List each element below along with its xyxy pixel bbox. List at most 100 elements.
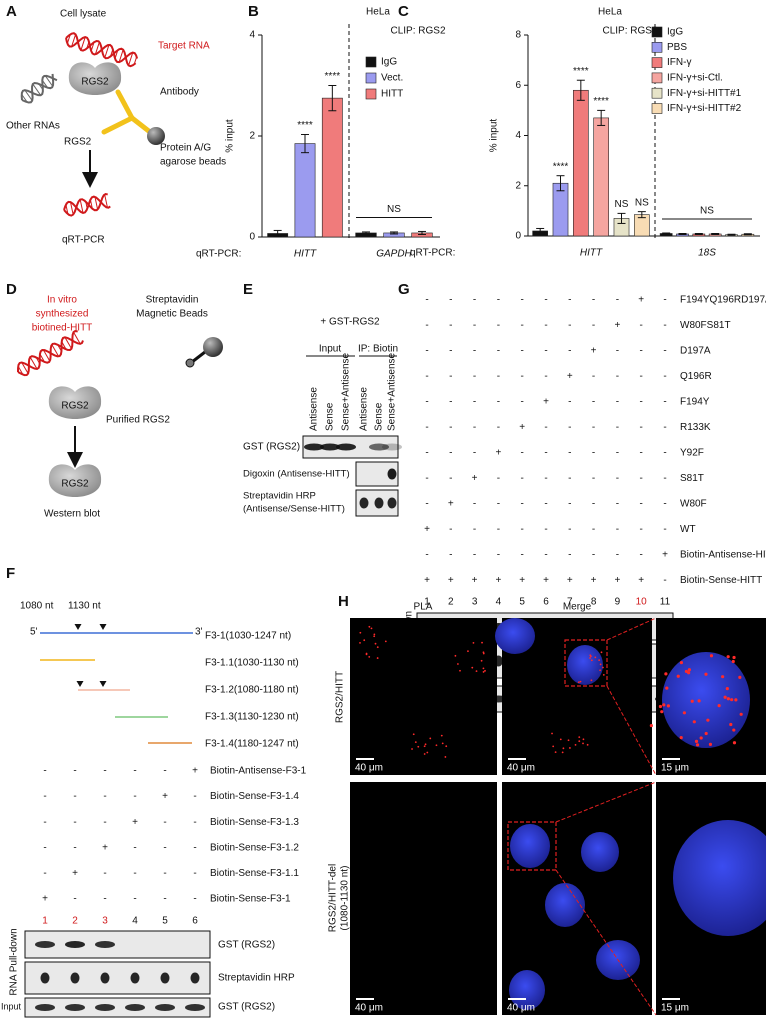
lane-mark: - <box>103 791 106 802</box>
lane-mark: - <box>133 791 136 802</box>
pla-signal <box>365 653 368 656</box>
y-tick-label: 0 <box>515 231 521 242</box>
lane-mark: - <box>73 894 76 905</box>
pla-signal <box>363 639 366 642</box>
micrograph <box>350 618 497 775</box>
x-tick-label: 18S <box>698 248 716 259</box>
base-pair <box>61 341 67 350</box>
lane-mark: - <box>616 524 619 535</box>
zoom-line <box>555 869 657 1016</box>
band <box>155 1004 175 1011</box>
bar <box>294 143 316 238</box>
pla-signal <box>578 740 581 743</box>
pla-signal <box>602 673 605 676</box>
lane-mark: - <box>193 894 196 905</box>
pla-signal <box>578 736 581 739</box>
pla-signal <box>594 656 597 659</box>
pla-signal <box>577 681 580 684</box>
caption: agarose beads <box>160 157 226 168</box>
pla-signal <box>690 699 694 703</box>
lane-mark: + <box>614 575 620 586</box>
x-tick-label: HITT <box>294 249 317 260</box>
lane-mark: - <box>425 320 428 331</box>
zoom-box <box>564 639 608 687</box>
caption: 1130 nt <box>68 601 101 612</box>
construct-label: W80F <box>680 499 707 510</box>
pla-signal <box>717 704 721 708</box>
pla-signal <box>368 625 371 628</box>
lane-mark: - <box>592 422 595 433</box>
construct-label: W80FS81T <box>680 320 731 331</box>
lane-mark: - <box>663 575 666 586</box>
lane-mark: - <box>193 842 196 853</box>
construct-label: Biotin-Antisense-HITT <box>680 550 766 561</box>
pla-signal <box>552 745 555 748</box>
lane-mark: - <box>473 320 476 331</box>
pla-signal <box>694 739 699 744</box>
lane-mark: - <box>425 473 428 484</box>
lane-mark: - <box>663 524 666 535</box>
lane-mark: + <box>543 575 549 586</box>
lane-mark: - <box>133 766 136 777</box>
pla-signal <box>738 675 742 679</box>
scale-bar-label: 40 μm <box>355 763 383 774</box>
lane-mark: - <box>473 397 476 408</box>
lane-mark: - <box>521 346 524 357</box>
lane-mark: - <box>103 868 106 879</box>
legend-label: IgG <box>381 57 397 68</box>
lane-mark: - <box>425 448 428 459</box>
blot-label: (Antisense/Sense-HITT) <box>243 504 345 515</box>
y-tick-label: 4 <box>249 30 255 41</box>
lane-mark: - <box>163 842 166 853</box>
significance: **** <box>553 161 569 172</box>
y-tick-label: 8 <box>515 30 521 41</box>
lane-number: 4 <box>132 916 138 927</box>
lane-mark: - <box>592 550 595 561</box>
dot <box>190 972 200 984</box>
pla-signal <box>732 728 736 732</box>
construct-label: WT <box>680 524 696 535</box>
lane-mark: + <box>591 346 597 357</box>
significance: NS <box>700 206 714 217</box>
lane-mark: - <box>449 371 452 382</box>
pla-signal <box>373 635 376 638</box>
y-axis-label: % input <box>489 119 500 153</box>
blot-label: Streptavidin HRP <box>243 491 316 502</box>
lane-label: Sense <box>325 402 336 431</box>
base-pair <box>71 34 77 47</box>
legend-label: IFN-γ+si-HITT#1 <box>667 88 742 99</box>
base-pair <box>104 44 110 58</box>
lane-mark: + <box>42 894 48 905</box>
site-marker <box>99 624 107 630</box>
dot <box>374 497 384 509</box>
pla-signal <box>482 671 485 673</box>
base-pair <box>114 50 119 59</box>
pla-signal <box>729 722 733 727</box>
lane-label: Sense+Antisense <box>387 352 398 431</box>
pla-signal <box>579 680 582 683</box>
lane-mark: - <box>640 371 643 382</box>
chart-subtitle: CLIP: RGS2 <box>602 26 657 37</box>
chart-title: HeLa <box>598 7 622 18</box>
linker <box>191 350 206 364</box>
caption: Cell lysate <box>60 9 107 20</box>
scale-bar-label: 40 μm <box>355 1003 383 1014</box>
lane-mark: - <box>521 295 524 306</box>
pla-signal <box>599 669 602 672</box>
y-tick-label: 6 <box>515 80 521 91</box>
bead <box>147 127 165 145</box>
pla-signal <box>370 627 373 630</box>
lane-mark: - <box>43 766 46 777</box>
lane-mark: - <box>521 448 524 459</box>
scale-bar-label: 15 μm <box>661 1003 689 1014</box>
row-label: RGS2/HITT <box>335 671 346 723</box>
error-bar <box>273 229 282 237</box>
base-pair <box>35 357 41 364</box>
base-pair <box>21 94 28 103</box>
lane-mark: - <box>663 422 666 433</box>
base-pair <box>28 364 31 367</box>
blot-label: Digoxin (Antisense-HITT) <box>243 469 350 480</box>
lane-mark: - <box>449 320 452 331</box>
band <box>95 1004 115 1011</box>
bar <box>593 117 609 237</box>
